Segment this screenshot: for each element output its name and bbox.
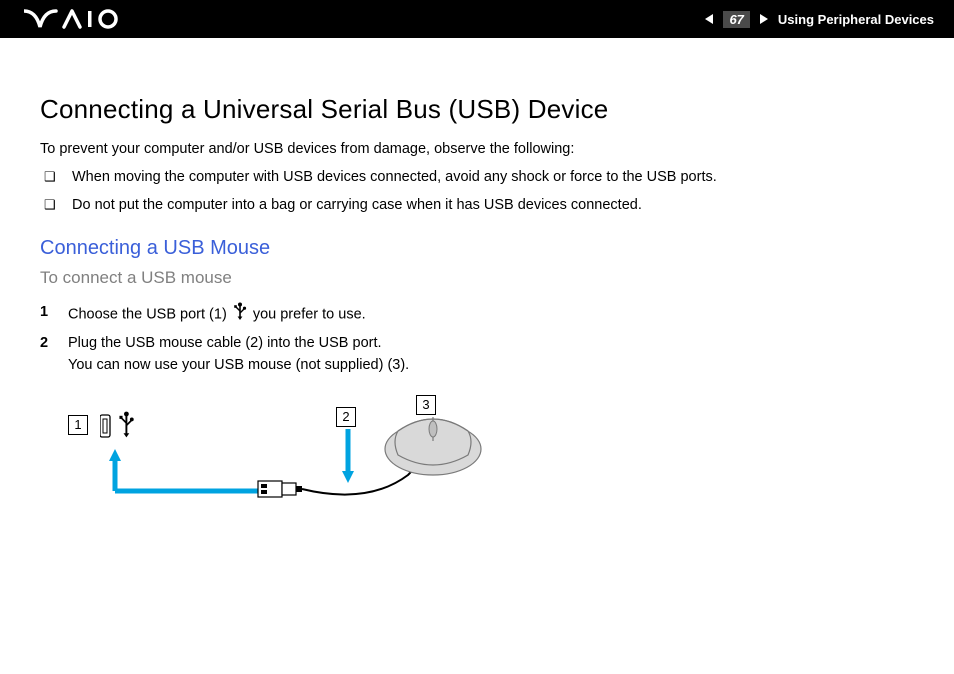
warning-list: When moving the computer with USB device… <box>44 167 914 217</box>
prev-page-arrow[interactable] <box>703 12 717 26</box>
step-text: you prefer to use. <box>249 306 366 322</box>
step-number: 1 <box>40 302 48 324</box>
intro-text: To prevent your computer and/or USB devi… <box>40 141 914 157</box>
vaio-logo-svg <box>24 9 120 29</box>
page-content: Connecting a Universal Serial Bus (USB) … <box>0 38 954 525</box>
header-bar: 67 Using Peripheral Devices <box>0 0 954 38</box>
mouse-icon <box>378 411 488 486</box>
usb-trident-icon <box>233 302 247 328</box>
list-item: Do not put the computer into a bag or ca… <box>44 195 914 217</box>
list-item: When moving the computer with USB device… <box>44 167 914 189</box>
page-number: 67 <box>723 11 749 28</box>
connection-diagram: 1 <box>68 405 488 525</box>
step-text: Choose the USB port (1) <box>68 306 231 322</box>
step-text: Plug the USB mouse cable (2) into the US… <box>68 335 409 373</box>
step-item: 2 Plug the USB mouse cable (2) into the … <box>40 333 914 377</box>
section-subtitle: Connecting a USB Mouse <box>40 237 914 260</box>
callout-2-box: 2 <box>336 407 356 427</box>
page-title: Connecting a Universal Serial Bus (USB) … <box>40 94 914 125</box>
usb-plug-icon <box>258 481 302 497</box>
vaio-logo <box>24 9 120 29</box>
step-number: 2 <box>40 333 48 355</box>
step-item: 1 Choose the USB port (1) you prefer to … <box>40 302 914 328</box>
next-page-arrow[interactable] <box>756 12 770 26</box>
steps-list: 1 Choose the USB port (1) you prefer to … <box>40 302 914 377</box>
section-name: Using Peripheral Devices <box>778 12 934 27</box>
header-right: 67 Using Peripheral Devices <box>703 11 934 28</box>
procedure-subhead: To connect a USB mouse <box>40 268 914 288</box>
